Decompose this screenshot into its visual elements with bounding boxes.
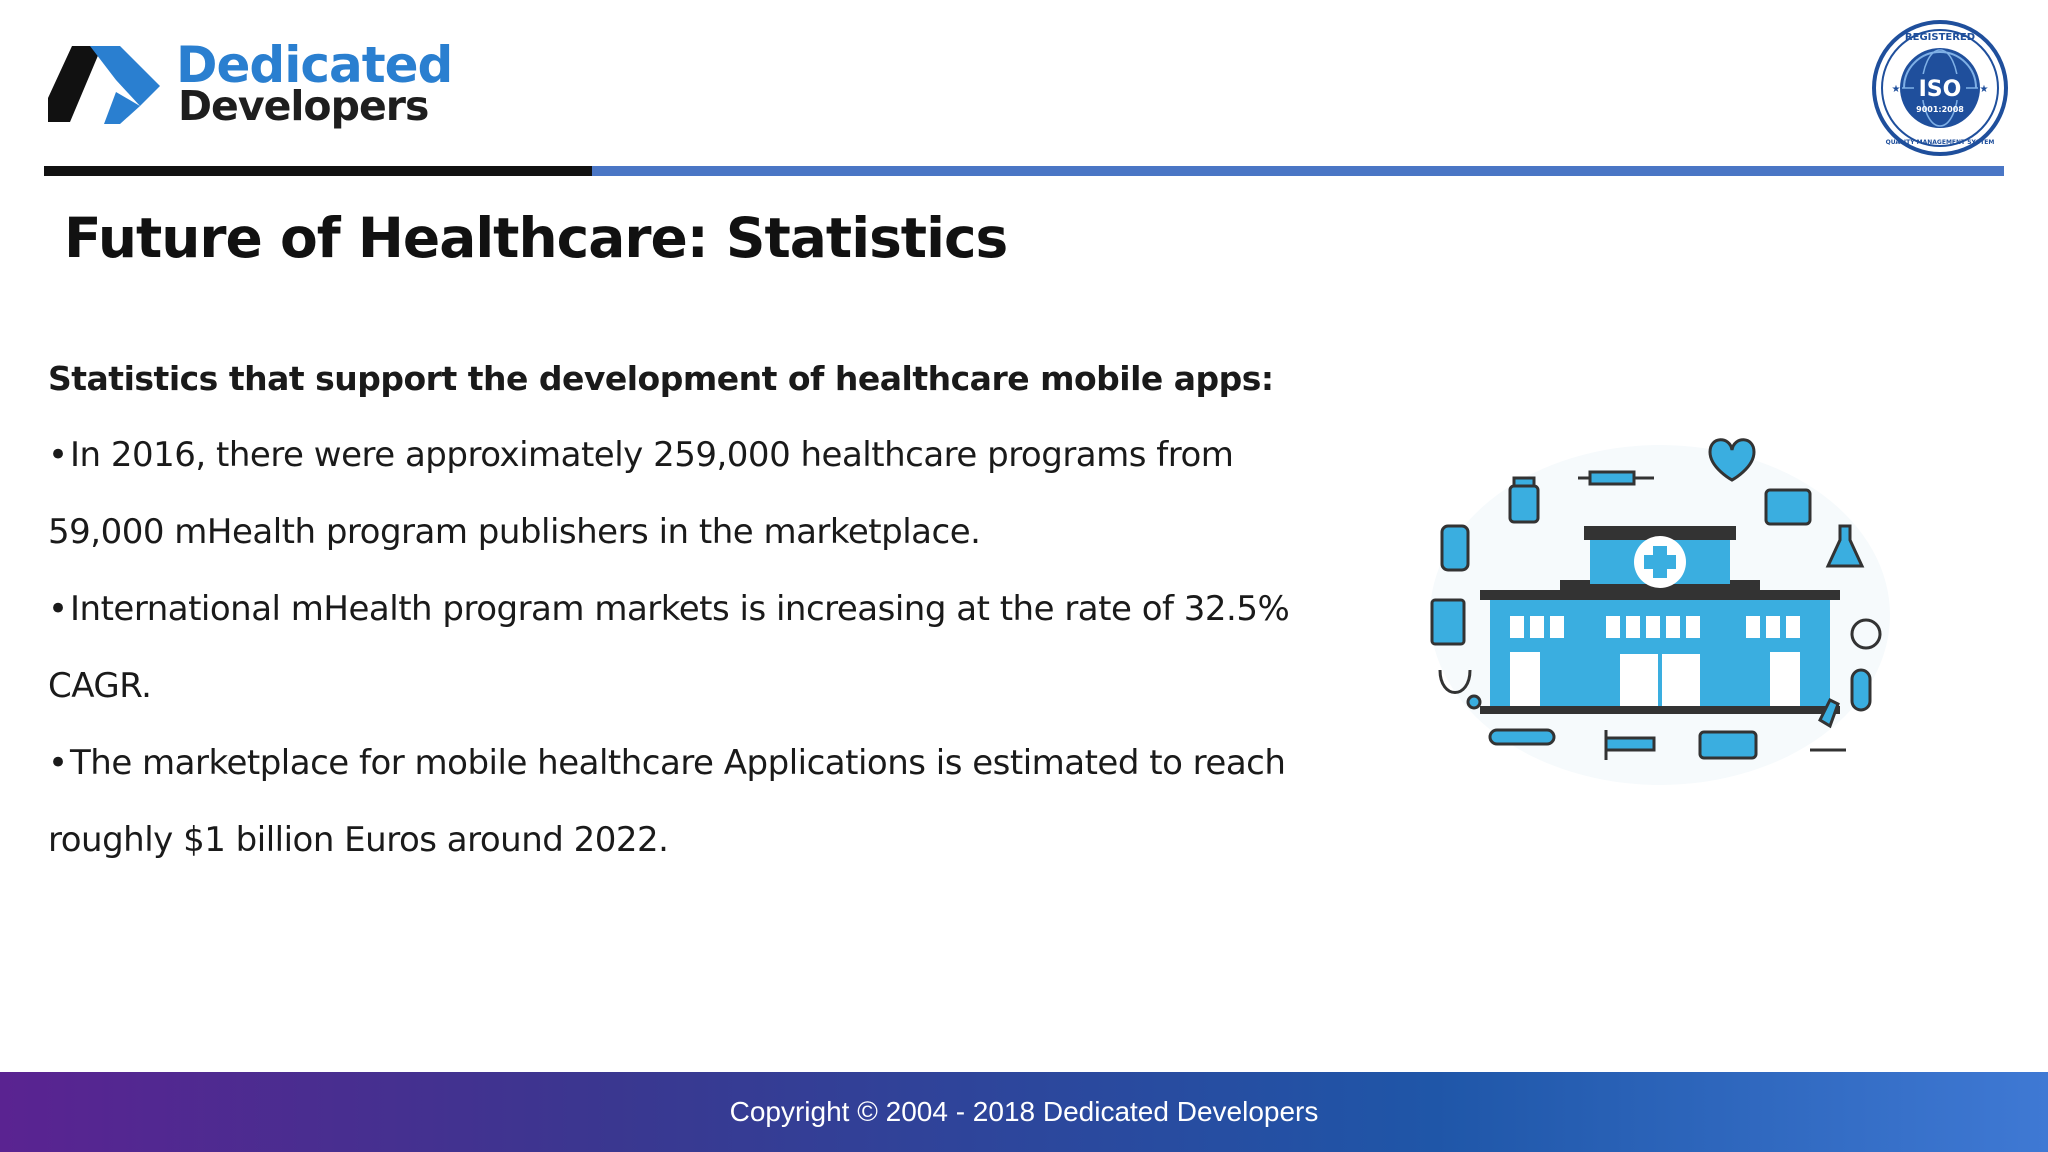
- statistics-list: •In 2016, there were approximately 259,0…: [48, 417, 1348, 879]
- intro-text: Statistics that support the development …: [48, 359, 1274, 398]
- header-divider: [44, 166, 2004, 176]
- bullet-line: roughly $1 billion Euros around 2022.: [48, 820, 669, 860]
- logo-mark-icon: [48, 46, 160, 124]
- bullet-line: The marketplace for mobile healthcare Ap…: [70, 743, 1286, 783]
- svg-text:★: ★: [1892, 84, 1901, 95]
- copyright-text: Copyright © 2004 - 2018 Dedicated Develo…: [729, 1096, 1319, 1127]
- list-item-continuation: CAGR.: [48, 648, 1348, 725]
- bullet-line: 59,000 mHealth program publishers in the…: [48, 512, 981, 552]
- footer-bar: Copyright © 2004 - 2018 Dedicated Develo…: [0, 1072, 2048, 1152]
- list-item-continuation: roughly $1 billion Euros around 2022.: [48, 802, 1348, 879]
- bullet-line: In 2016, there were approximately 259,00…: [70, 435, 1234, 475]
- slide-title: Future of Healthcare: Statistics: [64, 206, 1008, 270]
- list-item: •In 2016, there were approximately 259,0…: [48, 417, 1348, 494]
- divider-dark-segment: [44, 166, 592, 176]
- logo-text-developers: Developers: [178, 82, 429, 130]
- bullet-marker: •: [48, 743, 68, 783]
- list-item: •International mHealth program markets i…: [48, 571, 1348, 648]
- bullet-marker: •: [48, 589, 68, 629]
- hospital-building-icon: [1430, 438, 1890, 785]
- badge-top-text: REGISTERED: [1905, 32, 1975, 43]
- iso-certification-badge-icon: REGISTERED ISO 9001:2008 QUALITY MANAGEM…: [1872, 20, 2008, 156]
- company-logo[interactable]: Dedicated Developers: [44, 36, 464, 136]
- badge-number-text: 9001:2008: [1916, 105, 1964, 114]
- badge-iso-text: ISO: [1919, 77, 1962, 102]
- divider-blue-segment: [592, 166, 2004, 176]
- svg-text:★: ★: [1980, 84, 1989, 95]
- list-item-continuation: 59,000 mHealth program publishers in the…: [48, 494, 1348, 571]
- bullet-line: CAGR.: [48, 666, 152, 706]
- badge-bottom-text: QUALITY MANAGEMENT SYSTEM: [1886, 139, 1995, 146]
- slide-content: Statistics that support the development …: [48, 340, 1348, 879]
- logo-text-dedicated: Dedicated: [176, 36, 453, 94]
- list-item: •The marketplace for mobile healthcare A…: [48, 725, 1348, 802]
- bullet-line: International mHealth program markets is…: [70, 589, 1290, 629]
- bullet-marker: •: [48, 435, 68, 475]
